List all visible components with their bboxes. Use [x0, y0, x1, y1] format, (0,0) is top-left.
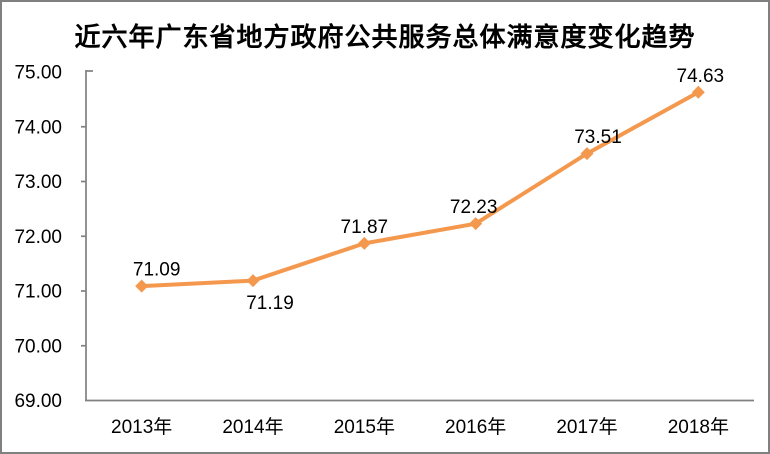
data-point-marker [135, 279, 149, 293]
y-tick-label: 74.00 [14, 117, 62, 138]
data-point-label: 73.51 [574, 127, 622, 148]
x-tick-label: 2015年 [334, 416, 395, 438]
x-tick-label: 2014年 [222, 416, 283, 438]
x-tick-label: 2018年 [668, 416, 729, 438]
chart-title: 近六年广东省地方政府公共服务总体满意度变化趋势 [74, 23, 696, 52]
data-point-label: 74.63 [677, 66, 725, 87]
data-point-marker [580, 147, 594, 161]
x-tick-label: 2016年 [445, 416, 506, 438]
series-line [139, 90, 701, 289]
y-tick-label: 72.00 [14, 227, 62, 248]
y-tick-label: 73.00 [14, 172, 62, 193]
y-tick-label: 69.00 [14, 391, 62, 412]
data-point-label: 71.09 [133, 260, 181, 281]
y-tick-label: 75.00 [14, 63, 62, 84]
x-tick-label: 2013年 [111, 416, 172, 438]
data-point-marker [469, 217, 483, 231]
data-point-marker [357, 236, 371, 250]
y-tick-label: 71.00 [14, 282, 62, 303]
data-point-marker [246, 274, 260, 288]
x-tick-label: 2017年 [556, 416, 617, 438]
data-point-label: 72.23 [450, 197, 498, 218]
data-point-label: 71.19 [246, 293, 294, 314]
data-point-label: 71.87 [341, 217, 389, 238]
data-point-marker [691, 85, 705, 99]
y-tick-label: 70.00 [14, 336, 62, 357]
